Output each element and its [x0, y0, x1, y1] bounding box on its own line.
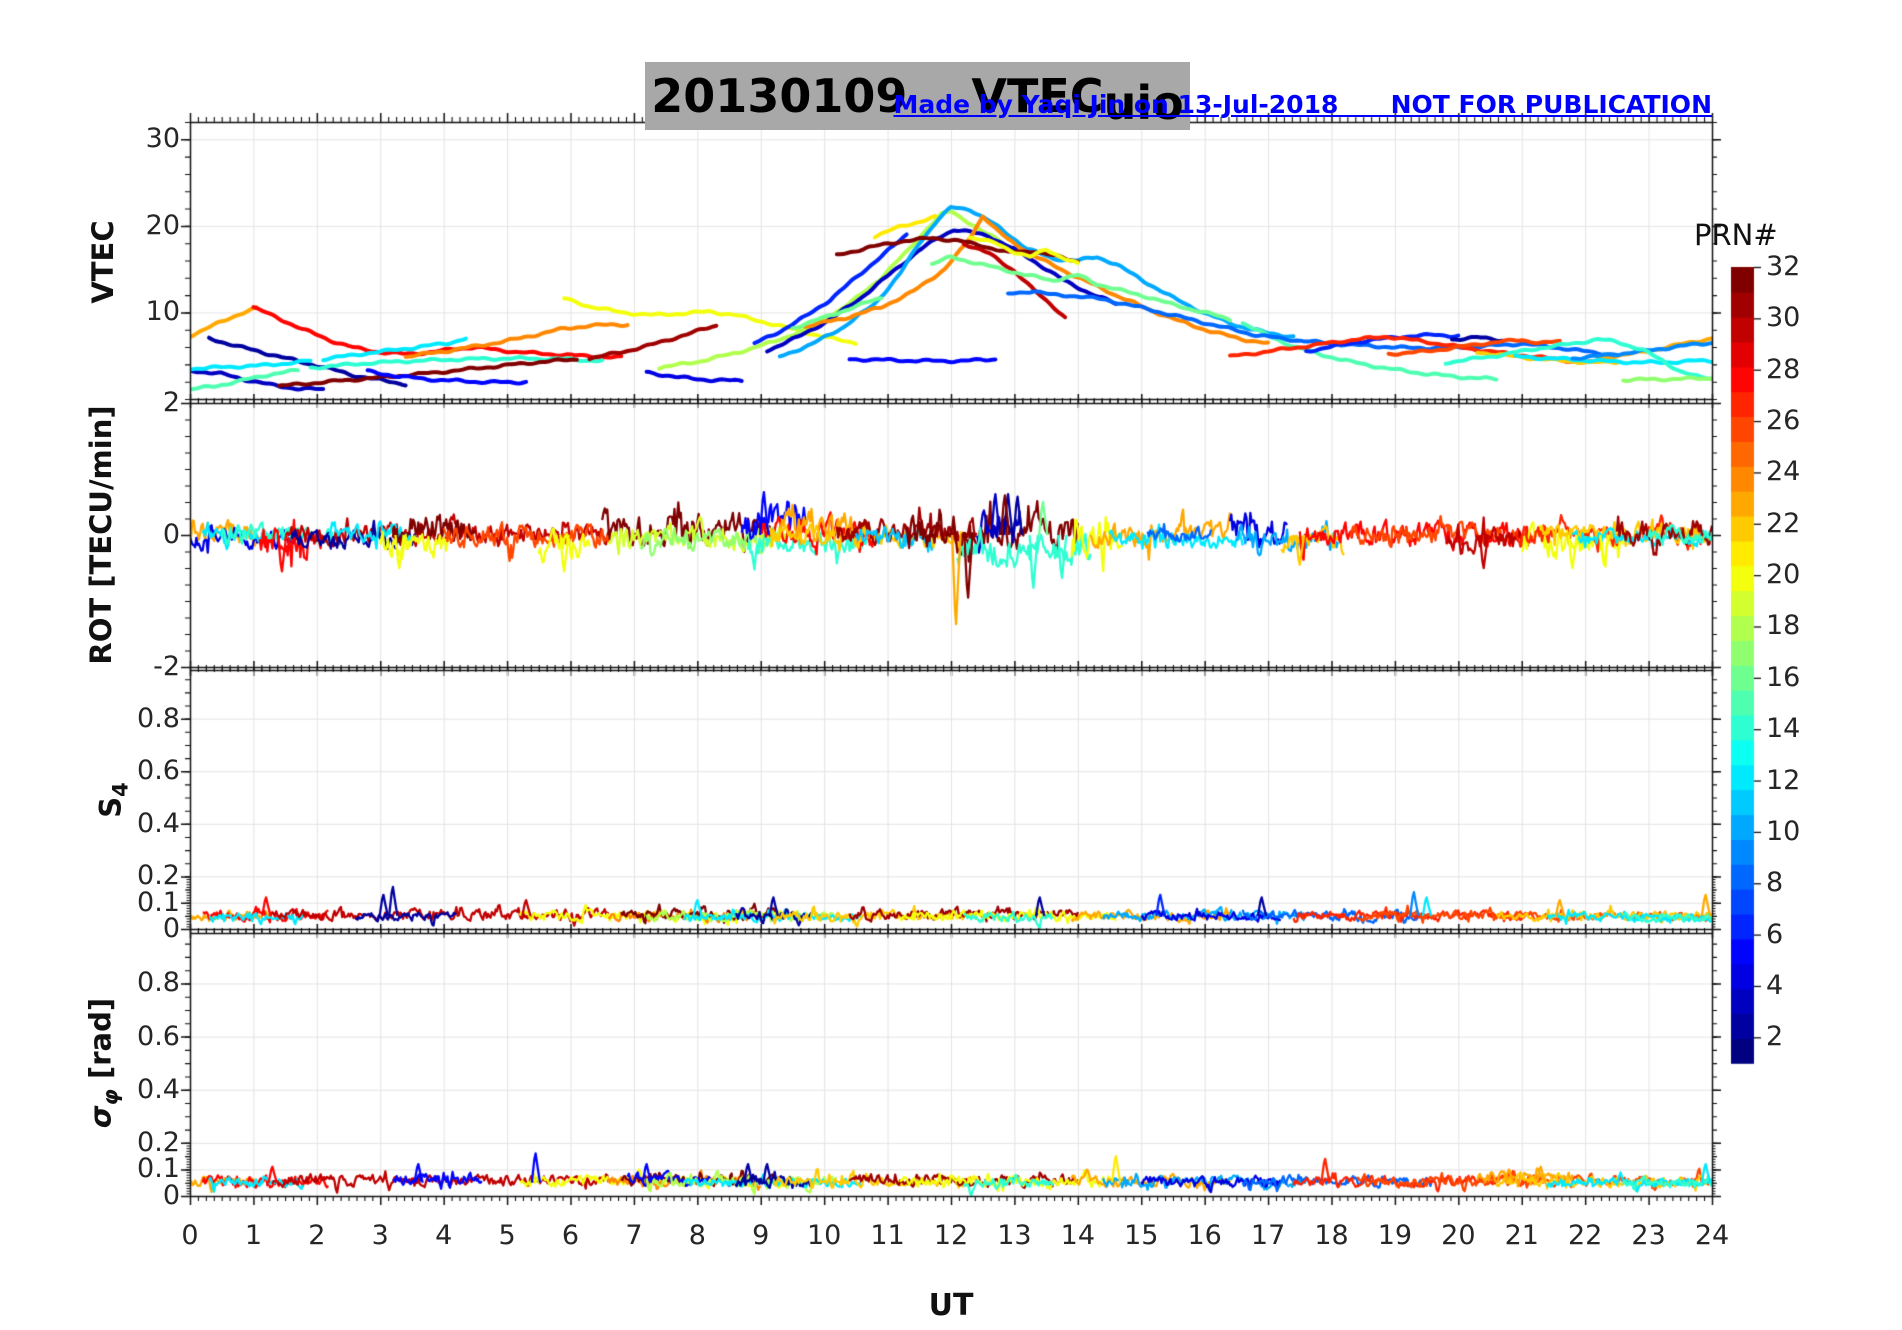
y-tick-label: 0: [162, 1180, 180, 1211]
x-tick-label: 16: [1187, 1220, 1222, 1251]
x-tick-label: 17: [1250, 1220, 1286, 1251]
y-tick-label: 0.2: [137, 860, 180, 892]
x-tick-label: 6: [561, 1220, 580, 1251]
figure-title: 20130109 VTEC: [651, 69, 1104, 123]
colorbar-tick-label: 6: [1766, 918, 1784, 950]
x-tick-label: 4: [435, 1220, 453, 1251]
x-tick-label: 20: [1441, 1220, 1476, 1251]
y-tick-label: 0: [162, 913, 180, 944]
figure-title-box: 20130109 VTEC uio: [645, 62, 1190, 130]
x-tick-label: 23: [1631, 1220, 1666, 1251]
colorbar-tick-label: 20: [1766, 559, 1801, 591]
y-tick-label: 2: [162, 387, 180, 418]
x-tick-label: 11: [870, 1220, 905, 1251]
colorbar-tick-label: 30: [1766, 302, 1801, 334]
x-tick-label: 24: [1694, 1220, 1730, 1251]
x-tick-label: 8: [688, 1220, 706, 1251]
y-tick-label: 30: [145, 123, 180, 155]
x-tick-label: 2: [308, 1220, 326, 1251]
colorbar-tick-label: 26: [1766, 405, 1801, 437]
x-tick-label: 1: [244, 1220, 262, 1251]
y-tick-label: 0.6: [137, 755, 180, 787]
x-axis-label: UT: [928, 1288, 974, 1323]
y-tick-label: 0.6: [137, 1020, 180, 1052]
x-tick-label: 9: [752, 1220, 770, 1251]
y-tick-label: 0.4: [137, 1073, 180, 1105]
colorbar-tick-label: 14: [1766, 713, 1801, 745]
x-tick-label: 10: [806, 1220, 842, 1251]
colorbar-tick-label: 16: [1766, 661, 1801, 693]
y-tick-label: 20: [145, 209, 180, 241]
y-tick-label: 0.1: [137, 886, 180, 918]
x-tick-label: 7: [625, 1220, 643, 1251]
colorbar-tick-label: 28: [1766, 353, 1801, 385]
y-tick-label: 0.1: [137, 1153, 180, 1185]
x-tick-label: 19: [1377, 1220, 1413, 1251]
colorbar-tick-label: 10: [1766, 815, 1801, 847]
figure-title-subscript: uio: [1103, 76, 1184, 130]
x-tick-label: 18: [1314, 1220, 1349, 1251]
colorbar-tick-label: 12: [1766, 764, 1801, 796]
colorbar-tick-label: 24: [1766, 456, 1801, 488]
x-tick-label: 13: [997, 1220, 1032, 1251]
colorbar-tick-label: 2: [1766, 1021, 1784, 1053]
colorbar-tick-label: 22: [1766, 507, 1801, 539]
colorbar-tick-label: 8: [1766, 867, 1784, 899]
x-tick-label: 12: [933, 1220, 969, 1251]
y-tick-label: 0.8: [137, 967, 180, 999]
x-tick-label: 14: [1060, 1220, 1095, 1251]
y-tick-label: 0: [162, 519, 180, 550]
y-tick-label: 0.4: [137, 807, 180, 839]
x-tick-label: 0: [181, 1220, 199, 1251]
x-tick-label: 3: [371, 1220, 389, 1251]
x-tick-label: 21: [1504, 1220, 1539, 1251]
y-axis-label-sigma-phi: σφ [rad]: [83, 997, 123, 1129]
y-tick-label: 0.8: [137, 702, 180, 734]
y-tick-label: 10: [145, 296, 180, 328]
x-tick-label: 22: [1567, 1220, 1603, 1251]
colorbar-tick-label: 32: [1766, 251, 1801, 282]
colorbar-tick-label: 18: [1766, 610, 1801, 642]
x-tick-label: 5: [498, 1220, 516, 1251]
y-tick-label: -2: [153, 651, 180, 682]
x-tick-label: 15: [1124, 1220, 1159, 1251]
colorbar-tick-label: 4: [1766, 969, 1784, 1001]
colorbar-title: PRN#: [1694, 218, 1778, 252]
y-tick-label: 0.2: [137, 1126, 180, 1158]
watermark-text: Made by Yaqi Jin on 13-Jul-2018 NOT FOR …: [893, 90, 1712, 119]
